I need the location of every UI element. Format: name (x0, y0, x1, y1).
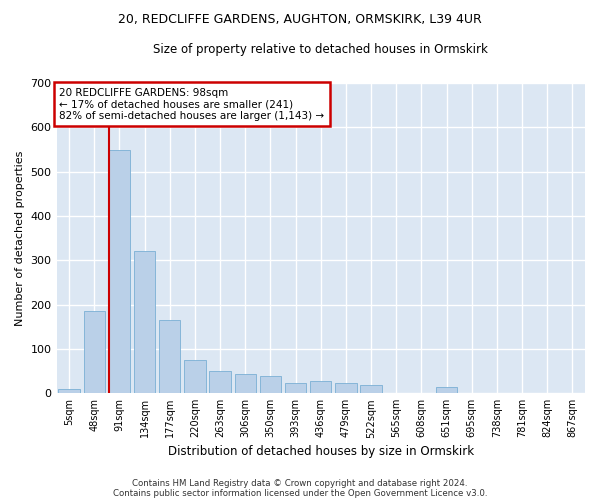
Text: Contains HM Land Registry data © Crown copyright and database right 2024.: Contains HM Land Registry data © Crown c… (132, 478, 468, 488)
Text: Contains public sector information licensed under the Open Government Licence v3: Contains public sector information licen… (113, 488, 487, 498)
Y-axis label: Number of detached properties: Number of detached properties (15, 150, 25, 326)
Bar (436, 387, 457, 393)
Bar (285, 384, 307, 393)
Bar (335, 384, 356, 393)
Bar (109, 150, 130, 393)
Text: 20 REDCLIFFE GARDENS: 98sqm
← 17% of detached houses are smaller (241)
82% of se: 20 REDCLIFFE GARDENS: 98sqm ← 17% of det… (59, 88, 325, 121)
X-axis label: Distribution of detached houses by size in Ormskirk: Distribution of detached houses by size … (168, 444, 474, 458)
Bar (83, 311, 105, 393)
Bar (361, 385, 382, 393)
Text: 20, REDCLIFFE GARDENS, AUGHTON, ORMSKIRK, L39 4UR: 20, REDCLIFFE GARDENS, AUGHTON, ORMSKIRK… (118, 12, 482, 26)
Bar (58, 389, 80, 393)
Title: Size of property relative to detached houses in Ormskirk: Size of property relative to detached ho… (154, 42, 488, 56)
Bar (159, 320, 181, 393)
Bar (184, 360, 206, 393)
Bar (260, 376, 281, 393)
Bar (310, 381, 331, 393)
Bar (235, 374, 256, 393)
Bar (209, 371, 231, 393)
Bar (134, 252, 155, 393)
